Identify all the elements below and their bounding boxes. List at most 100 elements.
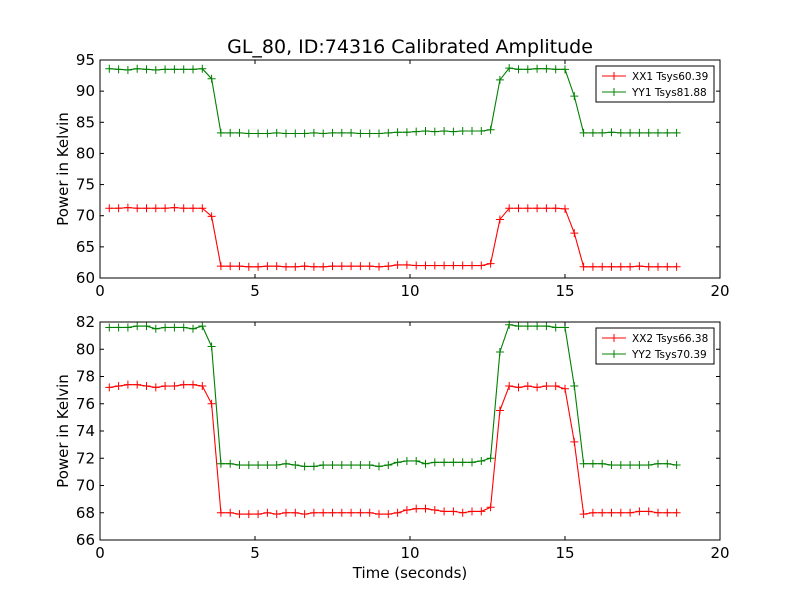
top-series-2-point [505,64,514,73]
bottom-series-1-point [663,508,672,517]
bottom-series-1-point [254,510,263,519]
top-series-1-point [105,204,114,213]
bottom-series-1-point [142,382,151,391]
top-series-1-point [477,261,486,270]
bottom-series-1-point [561,384,569,393]
bottom-y-tick-label: 74 [76,422,95,440]
top-series-2-point [105,64,114,73]
bottom-series-2-point [430,458,439,467]
bottom-series-2-point [598,459,607,468]
top-y-axis-label: Power in Kelvin [54,112,72,226]
top-series-2-point [216,128,225,137]
top-series-1-point [170,203,179,212]
top-series-1-point [216,262,225,271]
top-series-1-point [189,204,197,213]
top-series-2-point [282,129,290,138]
top-series-1-point [393,260,402,269]
bottom-series-2-point [170,323,179,332]
top-series-1-point [226,262,235,271]
top-series-2-point [672,128,681,137]
top-series-2-point [644,128,653,137]
bottom-series-2-point [654,459,662,468]
bottom-series-1-point [393,508,402,517]
bottom-series-line-2 [109,324,677,467]
bottom-x-tick-label: 10 [400,544,419,562]
bottom-series-2-point [179,323,188,332]
top-series-2-point [189,65,197,74]
top-series-2-point [514,65,523,74]
top-series-1-point [486,259,495,268]
top-series-2-point [654,128,662,137]
top-series-1-point [654,262,662,271]
bottom-y-tick-label: 70 [76,477,95,495]
bottom-legend-label-1: XX2 Tsys66.38 [632,333,708,345]
bottom-series-2-point [328,461,337,470]
bottom-x-tick-label: 5 [250,544,260,562]
top-series-1-point [319,262,328,271]
bottom-series-2-point [663,459,672,468]
bottom-series-1-point [133,380,142,389]
bottom-series-2-point [356,461,365,470]
bottom-series-1-point [319,508,328,517]
top-series-1-point [328,262,337,271]
bottom-series-1-point [644,507,653,516]
top-series-1-point [412,261,421,270]
bottom-series-2-point [133,322,142,331]
bottom-series-2-point [635,461,644,470]
top-series-1-point [384,262,393,271]
bottom-series-1-point [309,508,318,517]
bottom-y-tick-label: 82 [76,313,95,331]
top-series-2-point [198,64,207,73]
bottom-series-1-point [244,510,253,519]
top-series-1-point [402,260,411,269]
bottom-series-2-point [551,323,560,332]
top-series-1-point [588,262,597,271]
bottom-series-1-point [198,382,207,391]
top-series-2-point [226,128,235,137]
top-series-1-point [151,204,160,213]
bottom-series-2-point [254,461,263,470]
bottom-series-2-point [421,459,430,468]
bottom-series-1-point [542,382,551,391]
top-series-2-point [551,65,560,74]
top-series-1-point [616,262,625,271]
bottom-legend-label-2: YY2 Tsys70.39 [631,349,707,361]
bottom-plot: 0 5 10 15 20 66 68 70 72 74 76 78 80 82 XX2 Tsys66.38 Y… [76,313,730,562]
top-series-1-point [356,262,365,271]
x-axis-label: Time (seconds) [352,564,468,582]
top-series-1-point [300,262,309,271]
top-x-tick-label: 15 [555,282,574,300]
top-series-1-point [514,204,523,213]
bottom-y-tick-label: 76 [76,395,95,413]
bottom-series-1-point [672,508,681,517]
bottom-series-1-point [570,437,579,446]
bottom-series-1-point [616,508,625,517]
top-series-line-2 [109,67,677,135]
bottom-series-2-point [105,323,114,332]
bottom-series-1-point [365,508,374,517]
bottom-series-2-point [123,323,132,332]
bottom-series-2-point [142,322,151,331]
top-series-1-point [161,204,170,213]
top-series-line-1 [109,207,677,268]
top-series-2-point [486,125,495,134]
bottom-series-2-point [523,322,532,331]
top-series-1-point [635,262,644,271]
top-series-2-point [151,65,160,74]
top-series-2-point [328,128,337,137]
bottom-series-2-point [440,458,449,467]
top-series-2-point [561,65,569,74]
top-series-1-point [282,262,290,271]
bottom-series-2-point [384,461,393,470]
top-series-1-point [551,204,560,213]
bottom-series-1-point [430,506,439,515]
top-series-1-point [495,215,504,224]
top-series-2-point [179,65,188,74]
bottom-series-1-point [123,380,132,389]
bottom-series-2-point [514,322,523,331]
top-series-1-point [309,262,318,271]
top-series-2-point [402,128,411,137]
chart-title: GL_80, ID:74316 Calibrated Amplitude [227,36,593,58]
bottom-series-1-point [579,510,588,519]
